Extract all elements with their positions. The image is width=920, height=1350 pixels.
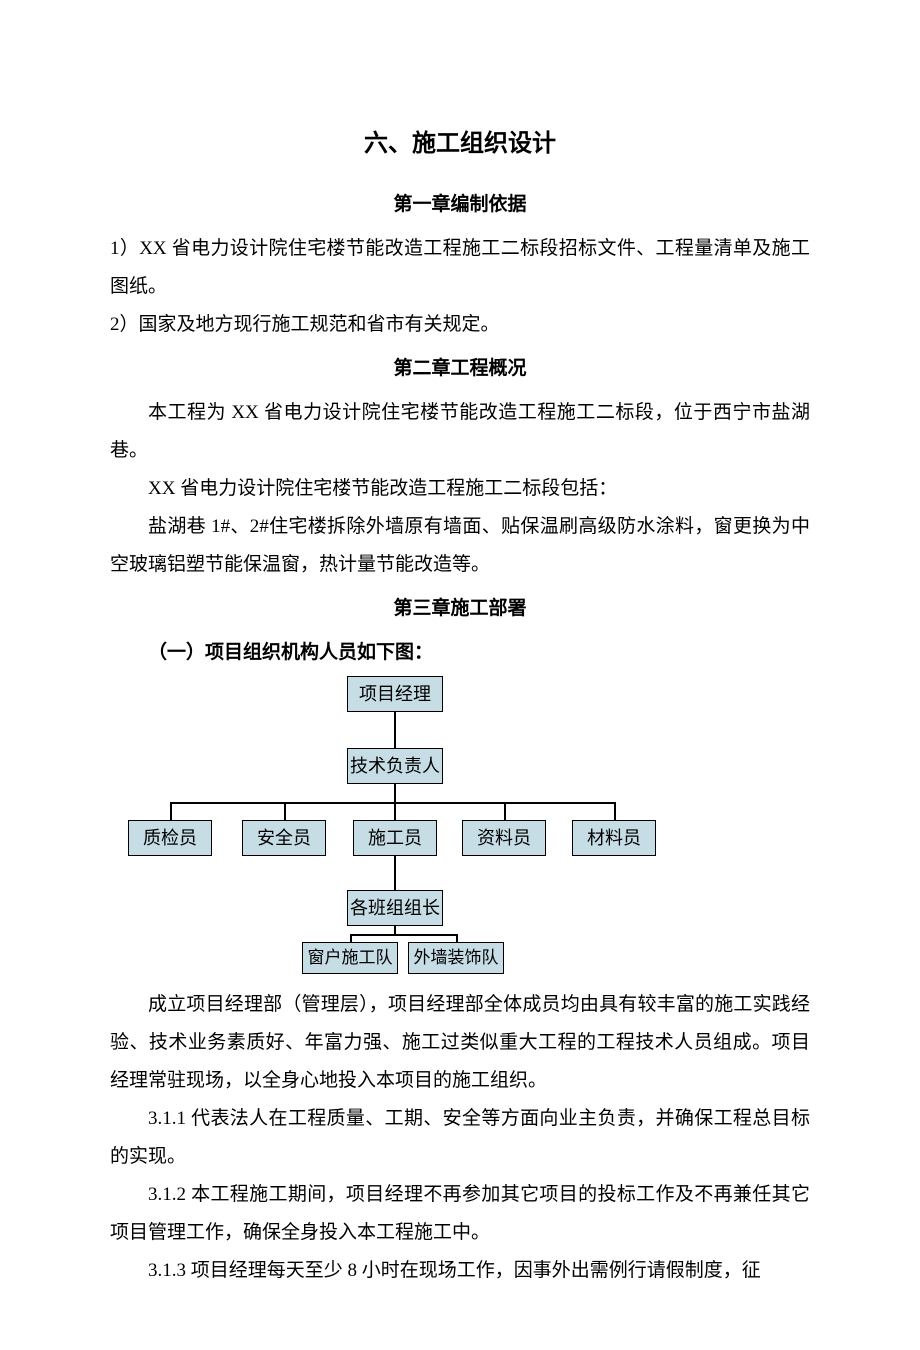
node-label: 材料员 (587, 820, 641, 856)
org-chart: 项目经理 技术负责人 质检员 安全员 施工员 资料员 材料员 各班组组长 窗户施… (110, 676, 810, 976)
chart-line (284, 802, 286, 820)
org-node-construction: 施工员 (353, 820, 437, 856)
node-label: 质检员 (143, 820, 197, 856)
chart-line (394, 784, 396, 804)
paragraph-5: 盐湖巷 1#、2#住宅楼拆除外墙原有墙面、贴保温刷高级防水涂料，窗更换为中空玻璃… (110, 508, 810, 584)
paragraph-8: 3.1.2 本工程施工期间，项目经理不再参加其它项目的投标工作及不再兼任其它项目… (110, 1176, 810, 1252)
org-node-project-manager: 项目经理 (347, 676, 443, 712)
paragraph-9: 3.1.3 项目经理每天至少 8 小时在现场工作，因事外出需例行请假制度，征 (110, 1252, 810, 1290)
org-node-wall-team: 外墙装饰队 (408, 942, 504, 974)
paragraph-1: 1）XX 省电力设计院住宅楼节能改造工程施工二标段招标文件、工程量清单及施工图纸… (110, 230, 810, 306)
paragraph-6: 成立项目经理部（管理层），项目经理部全体成员均由具有较丰富的施工实践经验、技术业… (110, 986, 810, 1100)
chart-line (170, 802, 172, 820)
node-label: 资料员 (477, 820, 531, 856)
paragraph-7: 3.1.1 代表法人在工程质量、工期、安全等方面向业主负责，并确保工程总目标的实… (110, 1100, 810, 1176)
main-title: 六、施工组织设计 (110, 120, 810, 168)
node-label: 安全员 (257, 820, 311, 856)
chart-line (170, 802, 614, 804)
chapter-2-heading: 第二章工程概况 (110, 350, 810, 388)
node-label: 各班组组长 (350, 890, 440, 926)
node-label: 项目经理 (359, 676, 431, 712)
chapter-3-heading: 第三章施工部署 (110, 590, 810, 628)
node-label: 窗户施工队 (308, 941, 393, 975)
chart-line (394, 712, 396, 748)
paragraph-2: 2）国家及地方现行施工规范和省市有关规定。 (110, 306, 810, 344)
org-node-qc: 质检员 (128, 820, 212, 856)
node-label: 施工员 (368, 820, 422, 856)
chapter-1-heading: 第一章编制依据 (110, 186, 810, 224)
node-label: 技术负责人 (350, 748, 440, 784)
org-node-safety: 安全员 (242, 820, 326, 856)
paragraph-4: XX 省电力设计院住宅楼节能改造工程施工二标段包括： (110, 470, 810, 508)
org-node-window-team: 窗户施工队 (302, 942, 398, 974)
node-label: 外墙装饰队 (414, 941, 499, 975)
chart-line (504, 802, 506, 820)
document-page: 六、施工组织设计 第一章编制依据 1）XX 省电力设计院住宅楼节能改造工程施工二… (0, 0, 920, 1350)
org-node-documentation: 资料员 (462, 820, 546, 856)
chart-line (394, 856, 396, 890)
chart-line (394, 802, 396, 820)
org-node-team-leaders: 各班组组长 (347, 890, 443, 926)
paragraph-3: 本工程为 XX 省电力设计院住宅楼节能改造工程施工二标段，位于西宁市盐湖巷。 (110, 394, 810, 470)
org-node-materials: 材料员 (572, 820, 656, 856)
chart-line (614, 802, 616, 820)
section-1-heading: （一）项目组织机构人员如下图： (110, 634, 810, 672)
chart-line (350, 934, 456, 936)
org-node-tech-lead: 技术负责人 (347, 748, 443, 784)
